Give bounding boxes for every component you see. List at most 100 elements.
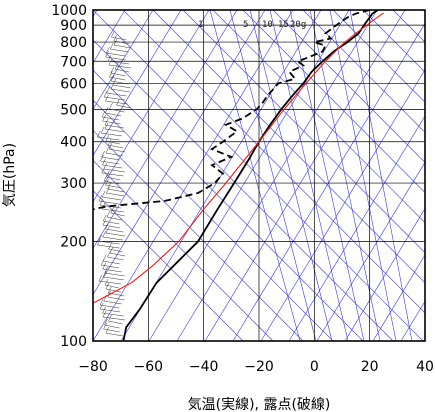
y-tick-label: 400 <box>60 135 87 151</box>
y-tick-label: 800 <box>60 35 87 51</box>
dry-adiabat-line <box>362 10 425 73</box>
wind-barb-flag <box>108 314 112 322</box>
mixing-ratio-label: 10 <box>262 20 273 30</box>
wind-barb-flag <box>105 326 110 334</box>
wind-barb-flag <box>113 34 117 42</box>
wind-barb-flag <box>105 50 109 58</box>
x-axis-label: 気温(実線), 露点(破線) <box>188 397 331 412</box>
wind-barb-flag <box>109 70 113 78</box>
wind-barb-flag <box>100 258 105 266</box>
wind-barb-flag <box>100 126 105 134</box>
wind-barb <box>105 112 122 117</box>
wind-barb-flag <box>111 30 115 38</box>
wind-barb <box>113 40 130 45</box>
wind-barb <box>102 268 122 273</box>
x-tick-label: −40 <box>189 359 219 375</box>
wind-barb <box>98 200 120 205</box>
skew-isotherm-line <box>344 208 425 341</box>
skew-isotherm-line <box>176 10 378 341</box>
dry-adiabat-line <box>182 10 425 254</box>
wind-barb <box>106 92 127 97</box>
x-tick-label: 0 <box>310 359 319 375</box>
wind-barb-flag <box>101 150 105 158</box>
wind-barb-flag <box>99 198 103 206</box>
wind-barb <box>106 52 126 57</box>
dry-adiabat-line <box>93 69 364 341</box>
wind-barb-flag <box>102 158 106 166</box>
skew-isotherm-line <box>316 161 425 341</box>
wind-barb-flag <box>98 274 103 282</box>
wind-barb <box>103 276 125 281</box>
wind-barb <box>104 96 126 101</box>
wind-barb <box>106 216 122 221</box>
wind-barb <box>109 252 126 257</box>
wind-barb <box>109 108 125 113</box>
wind-barb <box>102 120 121 125</box>
wind-barb-flag <box>109 246 114 254</box>
wind-barb-flag <box>105 134 110 142</box>
x-tick-label: −80 <box>78 359 108 375</box>
wind-barb <box>101 156 120 161</box>
wind-barb-flag <box>103 322 107 330</box>
wind-barb <box>116 104 131 109</box>
wind-barb-flag <box>105 282 110 290</box>
wind-barb <box>105 232 126 237</box>
wind-barb-flag <box>105 178 109 186</box>
y-tick-label: 500 <box>60 103 87 119</box>
dry-adiabat-line <box>93 99 334 341</box>
wind-barb-flag <box>102 310 107 318</box>
dry-adiabat-line <box>272 10 425 163</box>
dewpoint-line <box>93 10 370 211</box>
wind-barb-flag <box>109 102 113 110</box>
wind-barb <box>103 300 122 305</box>
wind-barb-flag <box>114 62 119 70</box>
wind-barb <box>100 160 120 165</box>
mixing-ratio-line <box>269 10 349 341</box>
y-tick-label: 1000 <box>51 3 87 19</box>
skew-isotherm-line <box>288 115 425 341</box>
wind-barb-flag <box>105 94 109 102</box>
wind-barb <box>105 152 123 157</box>
wind-barb <box>102 196 122 201</box>
wind-barb-flag <box>116 98 120 106</box>
y-tick-label: 600 <box>60 76 87 92</box>
wind-barb <box>103 220 120 225</box>
dry-adiabat-line <box>93 10 424 341</box>
y-tick-label: 100 <box>60 334 87 350</box>
skew-isotherm-line <box>204 10 406 341</box>
y-tick-label: 200 <box>60 234 87 250</box>
wind-barb <box>113 44 131 49</box>
wind-barb <box>105 100 128 105</box>
skew-isotherm-line <box>93 10 266 296</box>
wind-barb-flag <box>104 122 109 130</box>
wind-barb-flag <box>102 114 106 122</box>
dry-adiabat-line <box>302 10 425 133</box>
mixing-ratio-line <box>349 10 413 341</box>
skew-isotherm-line <box>148 10 350 341</box>
wind-barb <box>104 324 120 329</box>
wind-barb <box>103 260 121 265</box>
skew-isotherm-line <box>232 22 425 341</box>
wind-barb-flag <box>107 250 111 258</box>
wind-barb <box>110 88 130 93</box>
mixing-ratio-line <box>209 10 301 341</box>
mixing-ratio-label: 20g <box>290 20 306 30</box>
wind-barb <box>101 172 124 177</box>
dry-adiabat-line <box>212 10 425 224</box>
wind-barb <box>104 180 120 185</box>
wind-barb-flag <box>110 74 115 82</box>
wind-barb <box>100 304 120 309</box>
mixing-ratio-labels: 1 5 10 15 20g <box>198 20 306 30</box>
wind-barb-flag <box>108 286 112 294</box>
wind-barb <box>105 56 126 61</box>
wind-barb-flag <box>104 118 109 126</box>
wind-barb <box>102 316 125 321</box>
mixing-ratio-label: 15 <box>278 20 289 30</box>
wind-barb <box>101 116 120 121</box>
wind-barb-flag <box>106 210 111 218</box>
wind-barb-flag <box>108 242 112 250</box>
wind-barb <box>103 168 125 173</box>
wind-barb <box>100 308 121 313</box>
wind-barb-flag <box>110 206 114 214</box>
